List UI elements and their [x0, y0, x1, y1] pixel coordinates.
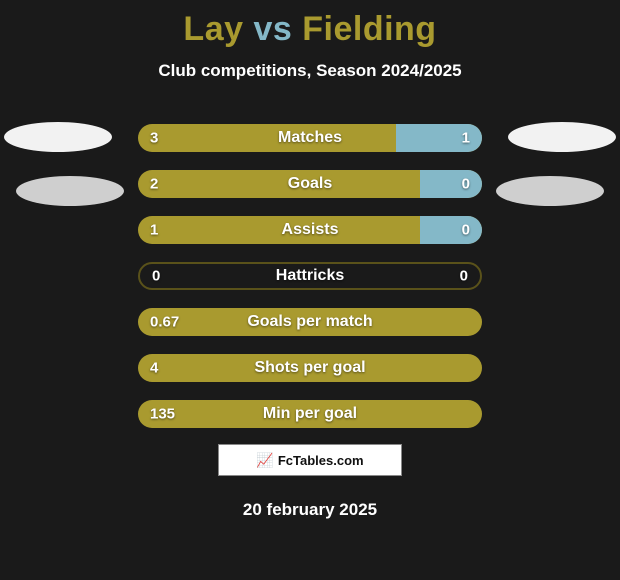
stat-label: Goals per match: [247, 313, 372, 331]
stat-right-value: 0: [460, 268, 468, 285]
attribution-badge: 📈 FcTables.com: [218, 444, 402, 476]
stat-left-value: 2: [150, 176, 158, 193]
stat-right-value: 0: [462, 222, 470, 239]
stat-row: Goals 2 0: [138, 170, 482, 198]
stat-label: Assists: [282, 221, 339, 239]
vs-label: vs: [253, 10, 292, 48]
player1-club-badge: [4, 122, 112, 152]
snapshot-date: 20 february 2025: [243, 500, 377, 520]
stat-right-fill: [420, 170, 482, 198]
stat-row: Hattricks 0 0: [138, 262, 482, 290]
stat-label: Min per goal: [263, 405, 357, 423]
stat-left-value: 0.67: [150, 314, 179, 331]
player1-name: Lay: [183, 10, 243, 48]
stat-right-value: 1: [462, 130, 470, 147]
stat-left-value: 1: [150, 222, 158, 239]
player1-nation-badge: [16, 176, 124, 206]
stat-left-value: 135: [150, 406, 175, 423]
stat-right-fill: [420, 216, 482, 244]
stat-row: Assists 1 0: [138, 216, 482, 244]
stat-row: Shots per goal 4: [138, 354, 482, 382]
stat-right-value: 0: [462, 176, 470, 193]
player2-nation-badge: [496, 176, 604, 206]
chart-icon: 📈: [256, 452, 273, 469]
stat-label: Matches: [278, 129, 342, 147]
stat-row: Goals per match 0.67: [138, 308, 482, 336]
stat-rows: Matches31Goals20Assists10Hattricks00Goal…: [138, 124, 482, 446]
stat-left-value: 4: [150, 360, 158, 377]
stat-row: Matches 3 1: [138, 124, 482, 152]
stat-left-value: 3: [150, 130, 158, 147]
subtitle: Club competitions, Season 2024/2025: [0, 61, 620, 81]
stat-label: Hattricks: [276, 267, 344, 285]
stat-left-value: 0: [152, 268, 160, 285]
player2-name: Fielding: [302, 10, 436, 48]
attribution-text: FcTables.com: [278, 453, 364, 468]
stat-label: Shots per goal: [254, 359, 365, 377]
stat-row: Min per goal 135: [138, 400, 482, 428]
comparison-title: Lay vs Fielding: [0, 0, 620, 49]
stat-label: Goals: [288, 175, 332, 193]
player2-club-badge: [508, 122, 616, 152]
